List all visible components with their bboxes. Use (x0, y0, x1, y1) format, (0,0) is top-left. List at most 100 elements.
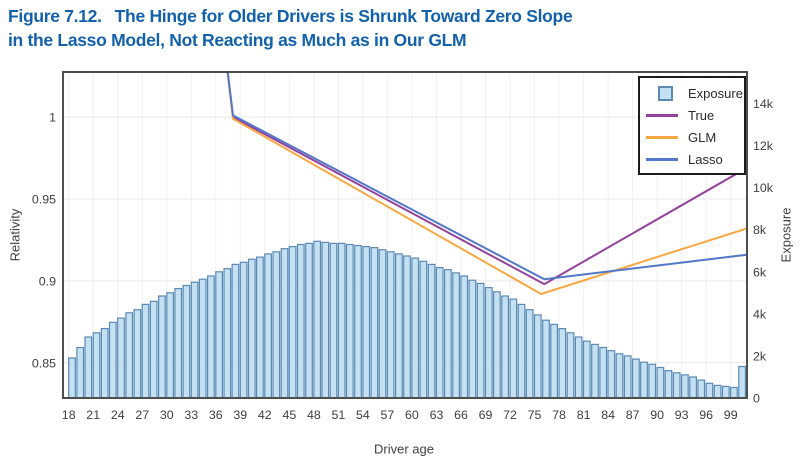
x-tick-label: 78 (552, 408, 566, 422)
exposure-bar (468, 279, 477, 398)
exposure-bar (272, 251, 281, 398)
exposure-bar (484, 287, 493, 398)
exposure-bar (223, 268, 232, 398)
exposure-bar (452, 272, 460, 398)
exposure-swatch-icon (657, 85, 673, 101)
exposure-bar (117, 317, 125, 398)
x-tick-label: 87 (626, 408, 640, 422)
exposure-bar (92, 332, 101, 398)
figure-title: Figure 7.12. The Hinge for Older Drivers … (8, 4, 768, 52)
figure-number: Figure 7.12. (8, 6, 102, 26)
exposure-bar (558, 328, 567, 398)
exposure-bar (100, 328, 109, 398)
x-tick-label: 69 (479, 408, 493, 422)
y-right-tick-label: 2k (753, 349, 767, 363)
y-left-tick-label: 0.85 (32, 356, 56, 370)
exposure-bar (729, 386, 738, 398)
true-line-swatch-icon (646, 113, 678, 117)
exposure-bar (345, 243, 354, 398)
y-right-tick-label: 10k (753, 181, 774, 195)
exposure-bar (411, 257, 420, 398)
x-tick-label: 36 (209, 408, 223, 422)
legend-item-lasso: Lasso (640, 148, 744, 170)
exposure-bar (378, 249, 387, 398)
exposure-bar (525, 309, 534, 398)
x-tick-label: 30 (160, 408, 174, 422)
exposure-bar (738, 365, 746, 398)
x-tick-label: 93 (675, 408, 689, 422)
exposure-bar (386, 251, 395, 398)
exposure-bar (403, 255, 411, 398)
x-tick-label: 57 (381, 408, 395, 422)
x-tick-label: 72 (503, 408, 517, 422)
exposure-bar (607, 350, 616, 398)
exposure-bar (623, 355, 632, 398)
legend-label-exposure: Exposure (688, 85, 743, 101)
x-tick-label: 66 (454, 408, 468, 422)
exposure-bar (721, 385, 730, 398)
exposure-bar (574, 336, 583, 398)
exposure-bar (705, 382, 714, 398)
exposure-bar (133, 309, 142, 398)
exposure-bar (656, 366, 665, 398)
y-right-tick-label: 6k (753, 265, 767, 279)
x-tick-label: 39 (233, 408, 247, 422)
exposure-bar (697, 379, 706, 398)
exposure-bar (149, 300, 158, 398)
y-axis-label-left: Relativity (7, 208, 23, 262)
exposure-bar (166, 292, 175, 398)
exposure-bar (672, 372, 681, 398)
exposure-bar (648, 363, 657, 398)
exposure-bar (280, 248, 289, 398)
exposure-bar (305, 242, 313, 398)
exposure-bar (190, 281, 199, 398)
exposure-bar (321, 241, 330, 398)
figure-title-line2: in the Lasso Model, Not Reacting as Much… (8, 30, 467, 50)
exposure-bar (591, 343, 599, 398)
exposure-bar (713, 384, 722, 398)
x-tick-label: 99 (724, 408, 738, 422)
exposure-bar (264, 253, 272, 398)
exposure-bar (125, 312, 134, 398)
glm-line-swatch-icon (646, 135, 678, 139)
exposure-bar (615, 353, 624, 398)
chart-legend: Exposure True GLM Lasso (638, 76, 746, 175)
exposure-bar (108, 321, 117, 398)
x-tick-label: 21 (86, 408, 100, 422)
exposure-bar (256, 256, 264, 398)
x-axis-label: Driver age (374, 441, 434, 457)
x-tick-label: 90 (650, 408, 664, 422)
x-tick-label: 75 (528, 408, 542, 422)
exposure-bar (680, 374, 689, 398)
exposure-bar (582, 340, 591, 398)
exposure-bar (370, 247, 379, 398)
exposure-bar (631, 358, 640, 398)
x-tick-label: 42 (258, 408, 272, 422)
exposure-bar (329, 242, 338, 398)
exposure-bar (640, 361, 648, 398)
x-tick-label: 54 (356, 408, 370, 422)
y-right-tick-label: 4k (753, 307, 767, 321)
exposure-bar (395, 253, 403, 398)
exposure-bar (362, 246, 371, 398)
exposure-bar (239, 261, 248, 398)
x-tick-label: 63 (430, 408, 444, 422)
exposure-bar (231, 263, 240, 398)
y-right-tick-label: 12k (753, 139, 774, 153)
y-left-tick-label: 1 (49, 111, 56, 125)
exposure-bar (198, 278, 207, 398)
exposure-bar (313, 240, 322, 398)
exposure-bar (174, 288, 183, 398)
legend-label-glm: GLM (688, 129, 717, 145)
y-right-tick-label: 14k (753, 97, 774, 111)
y-left-tick-label: 0.95 (32, 193, 56, 207)
exposure-bar (664, 370, 673, 398)
exposure-bar (288, 246, 297, 398)
plot-border (62, 71, 748, 399)
figure-title-text: The Hinge for Older Drivers is Shrunk To… (114, 6, 573, 26)
legend-item-true: True (640, 104, 744, 126)
exposure-bars (68, 240, 746, 398)
exposure-bar (501, 295, 509, 398)
exposure-bar (493, 291, 501, 398)
